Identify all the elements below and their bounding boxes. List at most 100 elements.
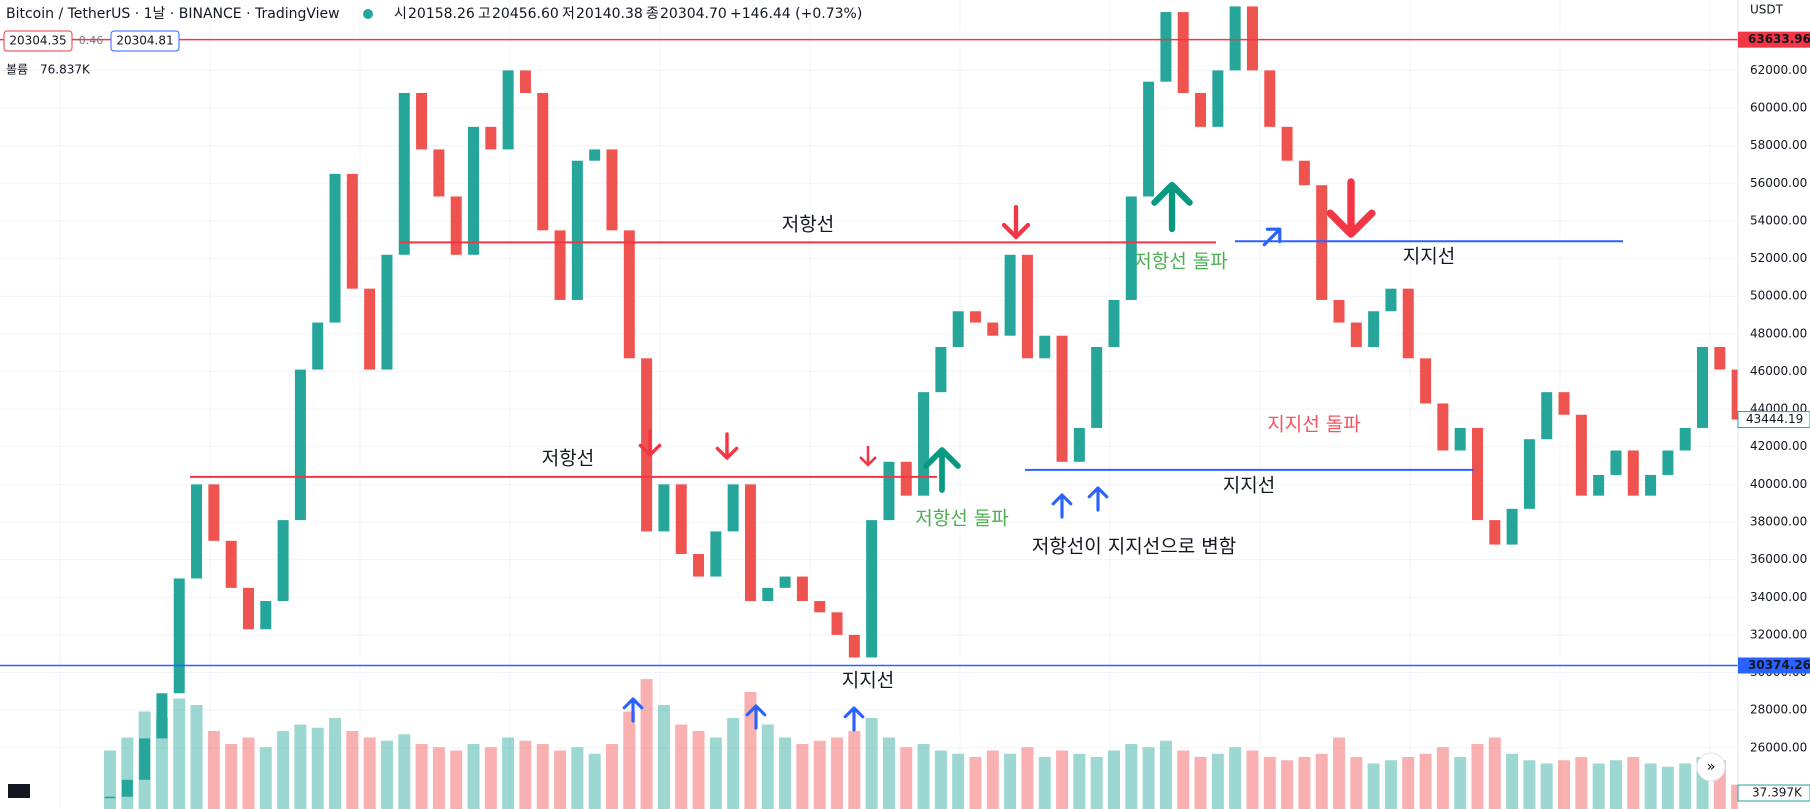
last-volume: 37.397K (1752, 786, 1803, 800)
volume-bar (1073, 753, 1086, 809)
scroll-button[interactable]: » (1696, 752, 1726, 782)
volume-bar (1575, 757, 1588, 809)
ohlc-key: 종 (646, 6, 659, 22)
arrow (638, 429, 662, 457)
arrow-shape (1151, 181, 1193, 233)
candle (191, 484, 203, 579)
volume-bar (727, 718, 740, 809)
volume-bar (1661, 766, 1674, 809)
candle (1229, 6, 1241, 71)
volume-bar (865, 718, 878, 809)
candle (1627, 450, 1639, 496)
volume-bar (1177, 750, 1190, 809)
annotation: 지지선 돌파 (1267, 414, 1360, 436)
volume-bar (1471, 744, 1484, 809)
candle (744, 484, 756, 602)
last-price: 43444.19 (1746, 412, 1803, 426)
volume-bar (554, 750, 567, 809)
volume-bar (1488, 737, 1501, 809)
arrow (1151, 181, 1193, 233)
candle (104, 796, 116, 799)
volume-bar (519, 740, 532, 809)
candle (502, 70, 514, 150)
volume-bar (1436, 747, 1449, 809)
volume-bar (605, 744, 618, 809)
candle (1108, 299, 1120, 348)
volume-bar (692, 731, 705, 809)
volume-bar (1194, 757, 1207, 809)
volume-bar (1592, 763, 1605, 809)
spread: 0.46 (79, 34, 104, 47)
candle (1714, 347, 1726, 370)
candle (762, 587, 774, 602)
volume-bar (1159, 740, 1172, 809)
last-price-box (1737, 411, 1810, 429)
volume-bar (1142, 747, 1155, 809)
volume-value: 76.837K (40, 63, 91, 77)
volume-bar (467, 744, 480, 809)
annotation: 지지선 (1403, 246, 1455, 268)
arrow-shape (1087, 486, 1109, 512)
arrow-shape (923, 447, 961, 493)
candle (1437, 403, 1449, 451)
ask-box[interactable] (110, 30, 180, 52)
volume-bar (1384, 760, 1397, 809)
candle (1125, 196, 1137, 300)
volume-bar (346, 731, 359, 809)
volume-bar (380, 740, 393, 809)
candle (537, 92, 549, 231)
volume-bar (1644, 763, 1657, 809)
candle (242, 587, 254, 630)
volume-bar (1506, 753, 1519, 809)
bid-box[interactable] (3, 30, 73, 52)
ohlc-value: 20456.60 (492, 6, 559, 22)
volume-bar (242, 737, 255, 809)
volume-bar (1021, 747, 1034, 809)
candle (121, 779, 133, 797)
volume-bar (155, 718, 168, 809)
candle (1368, 311, 1380, 348)
annotation: 지지선 (842, 670, 894, 692)
y-tick-label: 26000.00 (1750, 740, 1807, 754)
candle (900, 461, 912, 496)
annotation: 저항선이 지지선으로 변함 (1032, 536, 1236, 558)
candle (571, 160, 583, 300)
volume-bar (900, 747, 913, 809)
volume-bar (744, 692, 757, 809)
volume-bar (121, 737, 134, 809)
candle (1039, 335, 1051, 359)
candle (831, 612, 843, 635)
candle (1402, 288, 1414, 359)
candle (1610, 450, 1622, 475)
volume-bar (952, 753, 965, 809)
volume-bar (1263, 757, 1276, 809)
volume-bar (657, 705, 670, 809)
volume-bar (1125, 744, 1138, 809)
volume-bar (934, 750, 947, 809)
volume-title: 볼륨 (6, 63, 28, 77)
candle (1489, 520, 1501, 545)
candle (918, 392, 930, 496)
ohlc-value: 20140.38 (576, 6, 643, 22)
y-tick-label: 42000.00 (1750, 439, 1807, 453)
arrow-shape (1326, 178, 1376, 238)
arrow (1051, 493, 1073, 519)
bid: 20304.35 (9, 34, 66, 48)
y-tick-label: 34000.00 (1750, 590, 1807, 604)
candle (519, 70, 531, 93)
last-volume-box (1737, 784, 1810, 802)
volume-bar (173, 698, 186, 809)
symbol: Bitcoin / TetherUS · 1날 · BINANCE · Trad… (6, 6, 340, 22)
price-label: 30374.26 (1748, 658, 1810, 672)
candle (554, 230, 566, 300)
candle (1645, 474, 1657, 496)
y-tick-label: 32000.00 (1750, 627, 1807, 641)
annotation: 지지선 (1223, 475, 1275, 497)
candle (485, 126, 497, 150)
candle (589, 149, 601, 161)
candle (416, 92, 428, 150)
candle (779, 576, 791, 588)
volume-bar (882, 737, 895, 809)
volume-bar (796, 744, 809, 809)
